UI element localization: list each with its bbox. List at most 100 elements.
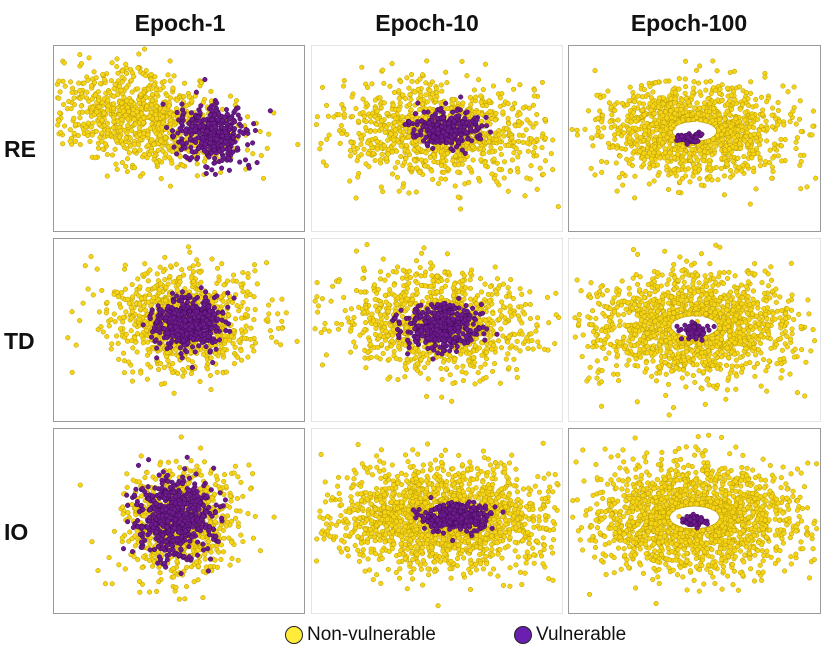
non-vulnerable-point [136,51,142,57]
non-vulnerable-point [763,118,769,124]
non-vulnerable-point [158,281,164,287]
non-vulnerable-point [168,366,174,372]
non-vulnerable-point [534,186,540,192]
non-vulnerable-point [417,76,423,82]
non-vulnerable-point [207,372,213,379]
non-vulnerable-point [550,137,556,143]
non-vulnerable-point [787,111,794,117]
non-vulnerable-point [813,175,819,181]
vulnerable-point [453,144,460,150]
non-vulnerable-point [712,113,718,119]
non-vulnerable-point [707,173,713,179]
non-vulnerable-point [65,335,71,341]
non-vulnerable-point [482,159,488,165]
non-vulnerable-point [336,112,342,118]
non-vulnerable-point [793,121,799,127]
vulnerable-points [140,285,237,370]
non-vulnerable-point [239,357,245,363]
vulnerable-point [239,129,245,135]
non-vulnerable-point [669,114,675,120]
non-vulnerable-point [173,261,179,267]
non-vulnerable-point [195,261,201,268]
non-vulnerable-point [701,104,707,110]
non-vulnerable-point [731,68,738,74]
non-vulnerable-point [505,115,511,121]
non-vulnerable-point [427,154,433,160]
non-vulnerable-point [592,68,598,74]
non-vulnerable-point [90,292,96,298]
non-vulnerable-point [119,68,125,74]
vulnerable-point [454,108,460,114]
non-vulnerable-point [714,68,720,74]
non-vulnerable-point [626,126,632,132]
non-vulnerable-point [687,151,693,157]
non-vulnerable-point [506,121,512,127]
non-vulnerable-point [97,81,103,87]
non-vulnerable-point [77,141,83,148]
non-vulnerable-point [121,108,127,114]
non-vulnerable-point [412,158,418,164]
non-vulnerable-point [748,120,754,126]
non-vulnerable-point [533,120,539,126]
vulnerable-point [267,108,273,114]
vulnerable-point [192,127,198,133]
non-vulnerable-point [605,88,611,94]
non-vulnerable-point [363,125,369,131]
non-vulnerable-point [398,153,404,160]
non-vulnerable-point [686,117,692,123]
vulnerable-point [205,121,211,127]
vulnerable-point [223,107,230,113]
non-vulnerable-point [741,153,747,160]
non-vulnerable-point [162,105,168,112]
vulnerable-point [231,135,237,141]
non-vulnerable-point [405,149,411,155]
non-vulnerable-point [238,327,245,333]
non-vulnerable-point [324,102,330,108]
vulnerable-point [188,144,194,150]
non-vulnerable-point [455,169,461,175]
non-vulnerable-point [125,104,131,110]
non-vulnerable-point [168,263,174,269]
non-vulnerable-point [742,138,748,144]
non-vulnerable-point [700,158,706,164]
non-vulnerable-point [208,386,214,393]
non-vulnerable-point [438,149,445,155]
non-vulnerable-point [145,287,151,293]
non-vulnerable-point [77,87,83,94]
non-vulnerable-point [94,266,100,272]
non-vulnerable-point [56,95,62,101]
non-vulnerable-point [610,144,616,150]
non-vulnerable-point [517,111,523,117]
non-vulnerable-point [614,145,620,151]
non-vulnerable-point [157,87,163,93]
non-vulnerable-point [677,179,683,185]
non-vulnerable-point [760,111,766,117]
non-vulnerable-point [128,128,135,134]
non-vulnerable-point [66,98,72,105]
non-vulnerable-point [361,146,367,152]
non-vulnerable-point [355,174,361,180]
vulnerable-point [201,148,207,154]
non-vulnerable-point [632,195,638,201]
non-vulnerable-point [108,317,114,323]
non-vulnerable-point [498,151,504,158]
scatter-svg [313,58,561,212]
non-vulnerable-point [540,171,546,177]
non-vulnerable-point [619,100,625,106]
non-vulnerable-point [391,141,397,147]
non-vulnerable-point [112,81,118,87]
non-vulnerable-point [682,173,689,179]
non-vulnerable-point [123,309,129,315]
non-vulnerable-point [406,134,412,140]
non-vulnerable-point [764,138,770,144]
non-vulnerable-point [125,122,131,128]
vulnerable-point [679,134,685,140]
non-vulnerable-point [488,144,494,150]
non-vulnerable-point [181,80,188,86]
non-vulnerable-point [613,160,619,166]
non-vulnerable-point [404,75,410,81]
vulnerable-point [170,133,177,139]
non-vulnerable-point [383,124,389,130]
non-vulnerable-point [417,169,423,175]
non-vulnerable-point [123,61,129,67]
